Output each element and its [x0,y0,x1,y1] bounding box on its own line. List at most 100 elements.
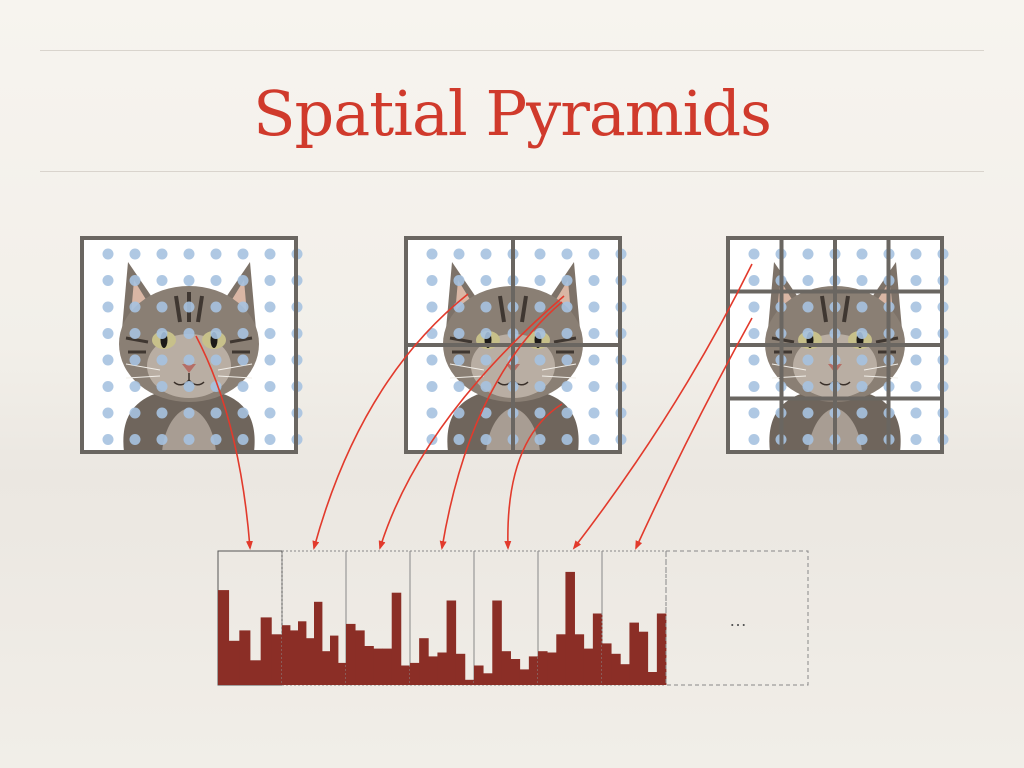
feature-dot [561,381,573,392]
histogram-bar [290,630,299,685]
feature-dot [453,407,465,419]
arrows [195,263,753,550]
feature-dot [183,407,195,419]
histogram-bar [510,659,521,685]
feature-dot [802,381,814,392]
feature-dot [183,275,195,286]
feature-dot [856,275,868,286]
histogram-bar [218,590,230,685]
histogram-bar [519,669,530,685]
histogram-bar [556,634,566,685]
feature-dot [802,248,814,260]
mapping-arrow [195,335,253,550]
feature-dot [183,354,195,366]
feature-dot [748,248,760,260]
feature-dot [210,407,222,419]
feature-dot [856,301,868,313]
histogram-bar [592,613,603,685]
pyramid-panels [80,236,949,454]
panel-frame [726,236,944,454]
feature-dot [183,434,195,445]
feature-dot [129,248,141,260]
feature-dot [183,328,195,339]
histogram-bar [428,656,438,685]
feature-dot [156,301,168,313]
top-divider [40,50,984,51]
histogram-bar [400,665,411,685]
feature-dot [426,275,438,286]
histogram-segment [345,550,411,686]
feature-dot [102,381,114,392]
feature-dot [102,354,114,366]
mapping-arrow [504,403,563,550]
histogram-bar [314,601,323,685]
histogram-bar [474,665,484,685]
histogram-bar [483,673,493,685]
histogram-bar [282,625,291,685]
feature-dot [237,381,249,392]
feature-dot [480,275,492,286]
feature-dot [802,354,814,366]
histogram-bar [298,621,307,685]
feature-dot [210,301,222,313]
mapping-arrow [572,263,753,550]
feature-dot [426,354,438,366]
mapping-arrow [312,293,469,550]
feature-dot [237,434,249,445]
feature-dot [910,275,922,286]
histogram-bar [322,651,331,685]
feature-dot [129,301,141,313]
feature-dot [453,275,465,286]
feature-dot [480,328,492,339]
histogram-bar [583,648,594,685]
feature-dot [102,248,114,260]
feature-dot [480,354,492,366]
feature-dot [156,275,168,286]
feature-dot [129,328,141,339]
feature-dot [237,301,249,313]
histogram-bar [364,646,374,685]
feature-dot [210,354,222,366]
feature-dot [534,275,546,286]
feature-dot [264,275,276,286]
feature-dot [534,328,546,339]
feature-dot [453,301,465,313]
feature-dot [534,248,546,260]
mapping-arrow [635,317,753,550]
feature-dot [426,301,438,313]
feature-dot [426,248,438,260]
feature-dot [156,354,168,366]
feature-dot [910,354,922,366]
dense-feature-dots [102,248,303,445]
histogram-bar [647,672,658,685]
feature-dot [748,354,760,366]
feature-dot [910,301,922,313]
feature-dot [102,301,114,313]
feature-dot [588,328,600,339]
feature-dot [264,381,276,392]
histogram-bar [464,679,475,685]
histogram-bar [271,634,283,685]
feature-dot [534,354,546,366]
feature-dot [588,434,600,445]
histogram-bar [446,600,457,685]
feature-dot [561,434,573,445]
histogram-bar [338,662,347,685]
feature-dot [102,407,114,419]
pyramid-panel-level-0 [80,236,303,454]
feature-dot [856,407,868,419]
feature-dot [453,354,465,366]
feature-dot [183,381,195,392]
feature-dot [534,381,546,392]
panel-frame [404,236,622,454]
histogram-bar [346,623,356,685]
feature-dot [210,328,222,339]
mapping-arrow [439,301,563,550]
feature-dot [129,407,141,419]
feature-dot [480,248,492,260]
histogram-segment [537,550,603,686]
feature-dot [129,434,141,445]
histogram-bar [455,653,466,685]
dense-feature-dots [426,248,627,445]
